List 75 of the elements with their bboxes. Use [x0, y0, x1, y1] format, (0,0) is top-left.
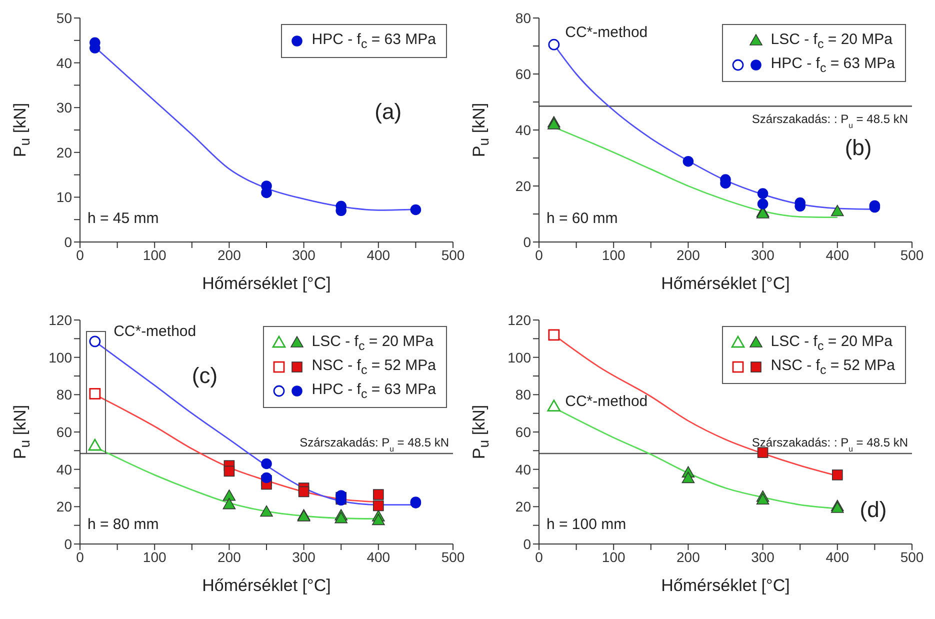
y-tick-label: 20 [515, 498, 532, 515]
x-tick-label: 100 [602, 246, 626, 263]
x-axis-title: Hőmérséklet [°C] [201, 576, 332, 596]
x-tick-label: 400 [366, 246, 390, 263]
annotation: CC*-method [565, 392, 648, 410]
y-tick-label: 30 [56, 100, 72, 116]
y-tick-label: 40 [56, 461, 72, 478]
y-tick-label: 40 [56, 54, 72, 71]
x-tick-label: 100 [142, 246, 166, 263]
annotation: (b) [844, 134, 872, 160]
x-tick-label: 100 [602, 548, 626, 565]
x-tick-label: 500 [900, 548, 924, 565]
legend-label: NSC - f$_{c}$ = 52 MPa [770, 357, 895, 377]
x-tick-label: 300 [292, 548, 316, 565]
annotation: (c) [192, 362, 218, 388]
y-tick-label: 80 [515, 10, 532, 26]
x-tick-label: 400 [366, 548, 390, 565]
annotation: h = 45 mm [87, 210, 159, 227]
x-tick-label: 300 [751, 548, 775, 565]
x-tick-label: 0 [76, 246, 84, 263]
annotation: CC*-method [114, 323, 196, 340]
x-tick-label: 0 [76, 548, 84, 565]
y-tick-label: 20 [56, 498, 72, 515]
y-tick-label: 40 [515, 122, 532, 138]
y-tick-label: 0 [523, 536, 532, 552]
x-tick-label: 0 [535, 246, 544, 263]
ref-line-label: Szárszakadás: : P$_{u}$ = 48.5 kN [752, 435, 908, 453]
y-tick-label: 60 [515, 66, 532, 82]
x-axis-title: Hőmérséklet [°C] [201, 274, 332, 294]
ref-line-label: Szárszakadás: P$_{u}$ = 48.5 kN [300, 435, 449, 453]
x-tick-label: 400 [826, 246, 850, 263]
y-tick-label: 50 [56, 10, 72, 26]
x-tick-label: 200 [676, 548, 700, 565]
x-axis-title: Hőmérséklet [°C] [660, 576, 791, 596]
legend-label: LSC - f$_{c}$ = 20 MPa [312, 333, 434, 353]
x-tick-label: 300 [751, 246, 775, 263]
annotation: CC*-method [565, 24, 648, 41]
legend-label: HPC - f$_{c}$ = 63 MPa [312, 31, 436, 51]
y-tick-label: 0 [64, 536, 72, 552]
annotation: (a) [374, 98, 402, 124]
x-tick-label: 200 [676, 246, 700, 263]
y-tick-label: 80 [515, 386, 532, 403]
y-tick-label: 80 [56, 386, 72, 403]
y-tick-label: 100 [48, 349, 72, 366]
legend-label: HPC - f$_{c}$ = 63 MPa [770, 55, 895, 75]
legend-label: NSC - f$_{c}$ = 52 MPa [312, 357, 436, 377]
y-tick-label: 40 [515, 461, 532, 478]
y-tick-label: 60 [515, 424, 532, 440]
x-tick-label: 0 [535, 548, 544, 565]
x-axis-title: Hőmérséklet [°C] [660, 274, 791, 294]
x-tick-label: 500 [900, 246, 924, 263]
x-tick-label: 400 [826, 548, 850, 565]
y-tick-label: 100 [508, 349, 532, 366]
legend-label: LSC - f$_{c}$ = 20 MPa [770, 333, 893, 353]
y-tick-label: 0 [64, 234, 72, 250]
y-tick-label: 0 [523, 234, 532, 250]
y-tick-label: 60 [56, 424, 72, 440]
y-tick-label: 20 [56, 144, 72, 160]
x-tick-label: 500 [441, 548, 465, 565]
x-tick-label: 300 [292, 246, 316, 263]
x-tick-label: 200 [218, 548, 242, 565]
y-tick-label: 120 [508, 312, 532, 328]
y-tick-label: 20 [515, 178, 532, 194]
y-tick-label: 120 [48, 312, 72, 328]
annotation: h = 80 mm [87, 516, 159, 534]
ref-line-label: Szárszakadás: : P$_{u}$ = 48.5 kN [752, 112, 908, 130]
annotation: h = 100 mm [546, 516, 626, 534]
legend-label: HPC - f$_{c}$ = 63 MPa [312, 381, 436, 401]
legend-label: LSC - f$_{c}$ = 20 MPa [770, 31, 893, 51]
annotation: (d) [860, 497, 887, 522]
x-tick-label: 500 [441, 246, 465, 263]
annotation: h = 60 mm [546, 210, 618, 227]
x-tick-label: 200 [218, 246, 242, 263]
y-tick-label: 10 [56, 189, 72, 206]
x-tick-label: 100 [142, 548, 166, 565]
